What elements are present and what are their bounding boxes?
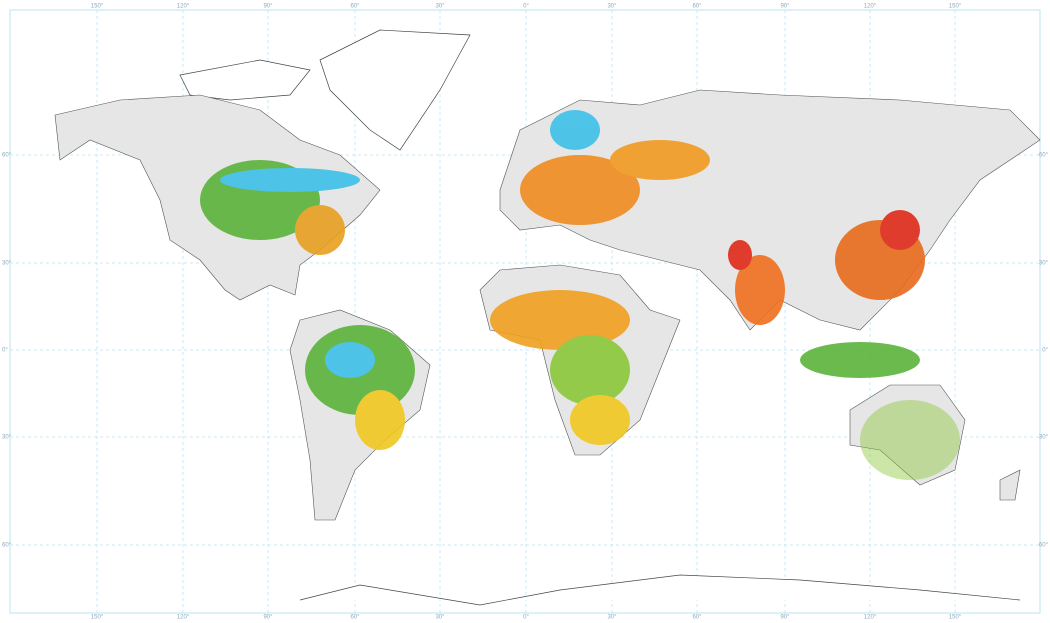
- longitude-label: 90°: [263, 615, 273, 621]
- antarctica: [299, 574, 1021, 606]
- longitude-label: 150°: [91, 615, 104, 621]
- longitude-label: 60°: [350, 4, 360, 10]
- greenland: [319, 29, 471, 151]
- longitude-label: 150°: [949, 4, 962, 10]
- map-frame: [9, 9, 1041, 614]
- region-red: [880, 210, 920, 250]
- longitude-label: 30°: [607, 615, 617, 621]
- longitude-label: 60°: [692, 615, 702, 621]
- longitude-label: 120°: [864, 615, 877, 621]
- longitude-label: 150°: [91, 4, 104, 10]
- region-red: [728, 240, 752, 270]
- longitude-label: 120°: [177, 615, 190, 621]
- longitude-label: 150°: [949, 615, 962, 621]
- longitude-label: 60°: [692, 4, 702, 10]
- latitude-label: 30°: [1039, 261, 1049, 267]
- longitude-label: 120°: [177, 4, 190, 10]
- region-blue: [325, 342, 375, 378]
- latitude-label: 30°: [1039, 435, 1049, 441]
- latitude-label: 0°: [1042, 348, 1048, 354]
- region-blue: [550, 110, 600, 150]
- latitude-label: 60°: [1039, 543, 1049, 549]
- australia: [849, 384, 966, 486]
- latitude-label: 0°: [2, 348, 8, 354]
- region-orange: [520, 155, 640, 225]
- region-blue: [220, 168, 360, 192]
- suitability-shading: [200, 110, 960, 480]
- region-orange: [295, 205, 345, 255]
- longitude-label: 90°: [780, 615, 790, 621]
- region-green: [800, 342, 920, 378]
- new-zealand: [999, 469, 1021, 501]
- region-green: [860, 400, 960, 480]
- latitude-label: 30°: [2, 435, 12, 441]
- graticule-labels: 150° 120° 90° 60° 30° 0° 30° 60° 90° 120° 150° 150°…: [2, 4, 1049, 621]
- longitude-label: 0°: [523, 4, 529, 10]
- region-orange: [610, 140, 710, 180]
- arctic-islands: [179, 59, 311, 101]
- longitude-label: 30°: [435, 4, 445, 10]
- longitude-label: 90°: [780, 4, 790, 10]
- latitude-label: 60°: [2, 153, 12, 159]
- region-yellow: [355, 390, 405, 450]
- longitude-label: 30°: [435, 615, 445, 621]
- latitude-label: 60°: [2, 543, 12, 549]
- region-orange: [490, 290, 630, 350]
- longitude-label: 0°: [523, 615, 529, 621]
- latitude-label: 30°: [2, 261, 12, 267]
- region-yellow: [570, 395, 630, 445]
- longitude-label: 60°: [350, 615, 360, 621]
- longitude-label: 90°: [263, 4, 273, 10]
- longitude-label: 30°: [607, 4, 617, 10]
- longitude-label: 120°: [864, 4, 877, 10]
- region-green: [550, 335, 630, 405]
- region-orange: [735, 255, 785, 325]
- latitude-label: 60°: [1039, 153, 1049, 159]
